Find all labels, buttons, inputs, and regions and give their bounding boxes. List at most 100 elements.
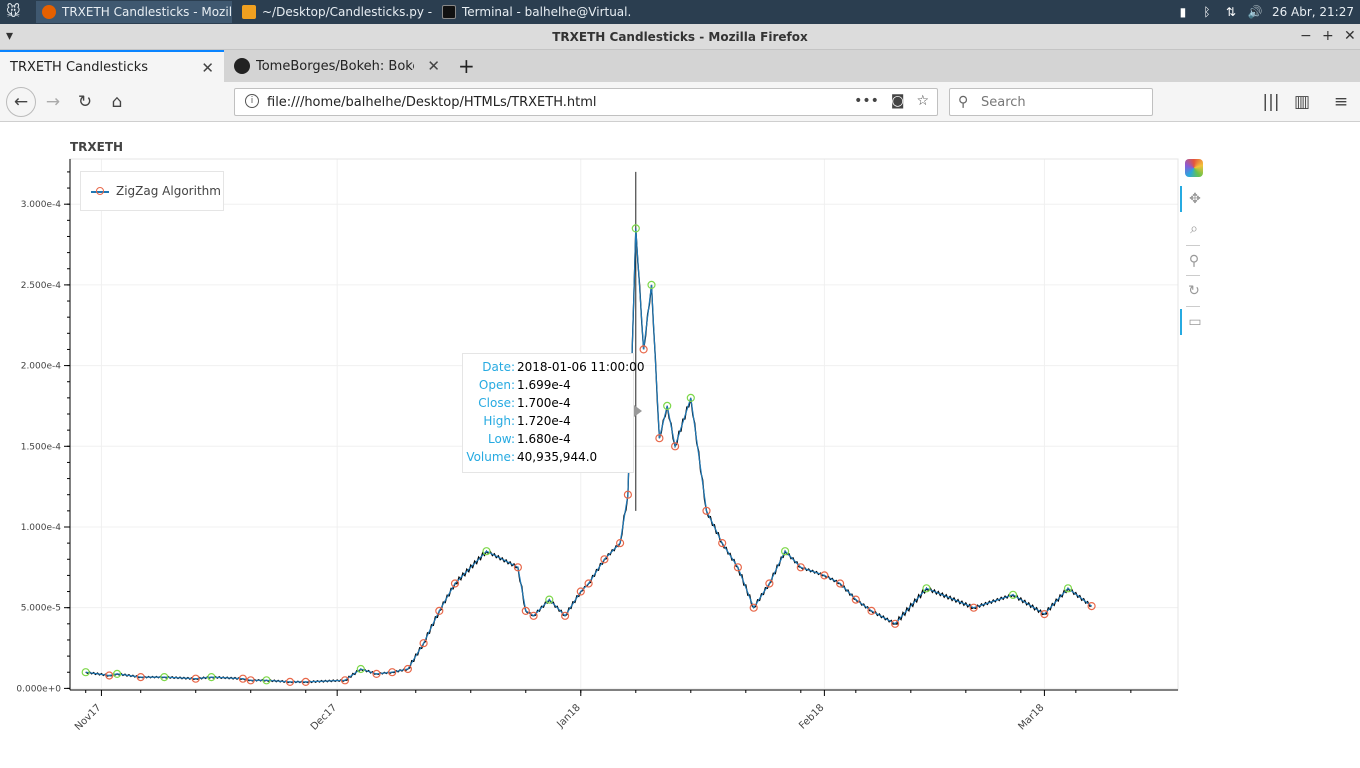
- tooltip-row: Low: 1.680e-4: [463, 432, 633, 450]
- minimize-button[interactable]: −: [1300, 28, 1312, 44]
- tab-trxeth[interactable]: TRXETH Candlesticks ✕: [0, 50, 224, 82]
- zigzag-low-marker: [765, 579, 774, 588]
- zigzag-low-marker: [600, 555, 609, 564]
- bluetooth-icon[interactable]: ᛒ: [1203, 5, 1211, 19]
- taskbar-item-label: TRXETH Candlesticks - Mozill...: [62, 5, 232, 19]
- reload-button[interactable]: ↻: [72, 90, 98, 114]
- x-axis-ticks: Nov17 Dec17 Jan18 Feb18 Mar18: [73, 690, 1132, 733]
- y-tick-label: 5.000e-5: [21, 604, 61, 614]
- zigzag-low-marker: [835, 579, 845, 588]
- wheel-zoom-icon: ⚲: [1188, 253, 1200, 269]
- tab-bar: TRXETH Candlesticks ✕ TomeBorges/Bokeh: …: [0, 50, 1360, 82]
- x-tick-label: Mar18: [1016, 702, 1046, 732]
- volume-icon[interactable]: 🔊: [1247, 5, 1263, 19]
- library-button[interactable]: |||: [1258, 90, 1284, 114]
- hover-tool[interactable]: ▭: [1180, 309, 1208, 335]
- hover-tooltip-icon: ▭: [1188, 314, 1202, 330]
- forward-button[interactable]: →: [40, 90, 66, 114]
- taskbar-item-firefox[interactable]: TRXETH Candlesticks - Mozill...: [36, 1, 232, 23]
- page-actions-icon[interactable]: •••: [854, 93, 879, 109]
- zigzag-low-marker: [851, 595, 860, 604]
- editor-icon: [242, 5, 256, 19]
- zigzag-low-marker: [301, 677, 310, 687]
- menu-button[interactable]: ≡: [1328, 90, 1354, 114]
- url-text[interactable]: file:///home/balhelhe/Desktop/HTMLs/TRXE…: [267, 95, 597, 110]
- zigzag-low-marker: [513, 563, 523, 572]
- x-tick-label: Nov17: [73, 702, 104, 733]
- bokeh-toolbar: ✥ ⌕ ⚲ ↻ ▭: [1178, 153, 1208, 343]
- y-tick-label: 2.500e-4: [21, 281, 62, 291]
- zigzag-low-marker: [435, 606, 444, 615]
- x-tick-label: Feb18: [797, 702, 826, 731]
- close-tab-icon[interactable]: ✕: [201, 59, 214, 77]
- search-field[interactable]: ⚲ Search: [949, 88, 1153, 116]
- zigzag-low-marker: [238, 674, 247, 683]
- x-tick-label: Dec17: [309, 702, 339, 732]
- wheel-zoom-tool[interactable]: ⚲: [1180, 248, 1208, 274]
- tooltip-value: 40,935,944.0: [517, 450, 598, 464]
- pan-icon: ✥: [1189, 191, 1201, 207]
- zigzag-low-marker: [749, 603, 758, 612]
- sidebar-button[interactable]: ▥: [1289, 90, 1315, 114]
- zigzag-high-marker: [356, 664, 365, 674]
- zigzag-high-marker: [1008, 590, 1018, 599]
- new-tab-button[interactable]: +: [450, 50, 482, 82]
- home-button[interactable]: ⌂: [104, 90, 130, 114]
- pan-tool[interactable]: ✥: [1180, 186, 1208, 212]
- taskbar-item-editor[interactable]: ~/Desktop/Candlesticks.py - ...: [236, 1, 432, 23]
- zigzag-high-marker: [482, 547, 491, 556]
- xfce-mouse-icon: 🐭: [6, 4, 21, 20]
- reload-icon: ↻: [77, 92, 93, 112]
- pocket-icon[interactable]: ◙: [890, 93, 905, 109]
- maximize-button[interactable]: +: [1322, 28, 1334, 44]
- window-menu-icon[interactable]: ▾: [6, 28, 14, 44]
- plus-icon: +: [458, 54, 475, 78]
- y-tick-label: 1.500e-4: [21, 442, 62, 452]
- x-tick-label: Jan18: [555, 702, 583, 730]
- bookmark-star-icon[interactable]: ☆: [916, 93, 929, 109]
- zigzag-low-marker: [246, 676, 255, 685]
- network-icon[interactable]: ⇅: [1225, 5, 1236, 19]
- zigzag-low-marker: [340, 676, 350, 685]
- zigzag-low-marker: [867, 606, 876, 615]
- bokeh-logo[interactable]: [1180, 155, 1208, 181]
- zigzag-low-marker: [584, 579, 593, 588]
- app-menu-button[interactable]: 🐭: [0, 1, 28, 23]
- zigzag-series: [81, 224, 1096, 687]
- tab-github[interactable]: TomeBorges/Bokeh: Bokeh re ✕: [224, 50, 450, 82]
- zigzag-low-marker: [388, 668, 397, 677]
- zigzag-low-marker: [419, 639, 428, 648]
- info-icon[interactable]: i: [245, 94, 259, 108]
- close-window-button[interactable]: ✕: [1344, 28, 1356, 44]
- zigzag-low-marker: [1040, 610, 1049, 619]
- arrow-left-icon: ←: [13, 92, 29, 112]
- chart-canvas[interactable]: 0.000e+0 5.000e-5 1.000e-4 1.500e-4 2.000e-4…: [0, 123, 1360, 768]
- zigzag-high-marker: [545, 595, 554, 604]
- zigzag-high-marker: [647, 280, 656, 289]
- legend[interactable]: ZigZag Algorithm: [80, 171, 224, 211]
- clock[interactable]: 26 Abr, 21:27: [1271, 5, 1354, 19]
- zigzag-low-marker: [820, 571, 829, 580]
- taskbar-item-terminal[interactable]: Terminal - balhelhe@Virtual...: [436, 1, 632, 23]
- zigzag-low-marker: [615, 539, 625, 548]
- tooltip-key: Low:: [487, 432, 515, 446]
- hamburger-icon: ≡: [1333, 92, 1349, 112]
- toolbar-separator: [1186, 275, 1200, 276]
- legend-label: ZigZag Algorithm: [116, 184, 221, 198]
- back-button[interactable]: ←: [6, 87, 36, 117]
- reset-tool[interactable]: ↻: [1180, 278, 1208, 304]
- close-tab-icon[interactable]: ✕: [427, 57, 440, 75]
- box-zoom-tool[interactable]: ⌕: [1180, 216, 1208, 242]
- zigzag-high-marker: [81, 668, 90, 677]
- toolbar-separator: [1186, 306, 1200, 307]
- tooltip-key: Volume:: [466, 450, 515, 464]
- search-placeholder: Search: [981, 95, 1026, 110]
- zigzag-low-marker: [450, 579, 460, 588]
- zigzag-low-marker: [733, 563, 743, 572]
- sidebar-icon: ▥: [1293, 92, 1311, 112]
- battery-icon[interactable]: ▮: [1179, 5, 1187, 19]
- zigzag-high-marker: [780, 547, 790, 556]
- url-bar[interactable]: i file:///home/balhelhe/Desktop/HTMLs/TR…: [234, 88, 938, 116]
- tooltip-key: Open:: [478, 378, 515, 392]
- tooltip-key: High:: [483, 414, 515, 428]
